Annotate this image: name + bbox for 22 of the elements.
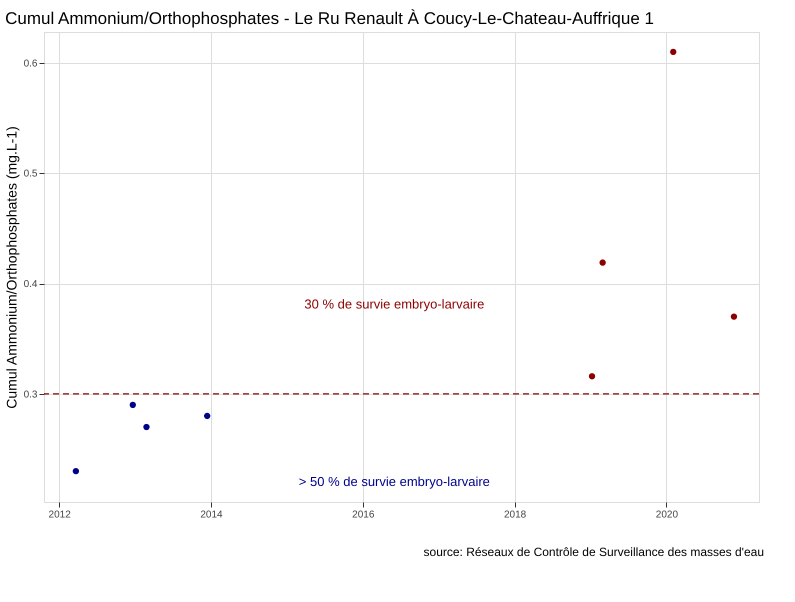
annotation: 30 % de survie embryo-larvaire (304, 296, 484, 312)
point (670, 48, 676, 56)
x-tick-label: 2012 (48, 510, 72, 520)
point (130, 402, 136, 408)
x-tick-label: 2020 (656, 510, 678, 520)
point (599, 259, 606, 266)
point (204, 412, 210, 420)
point (588, 373, 596, 380)
y-axis-title: Cumul Ammonium/Orthophosphates (mg.L-1) (4, 126, 20, 409)
y-tick-label: 0.6 (24, 58, 38, 70)
source-note: source: Réseaux de Contrôle de Surveillance des masses d'eau (424, 545, 764, 559)
point (730, 313, 738, 320)
x-tick-label: 2018 (504, 510, 527, 520)
y-tick-label: 0.4 (24, 279, 38, 290)
x-tick-label: 2014 (200, 510, 224, 520)
point (143, 424, 150, 430)
y-tick-label: 0.3 (24, 389, 38, 400)
chart-title: Cumul Ammonium/Orthophosphates - Le Ru Renault À Coucy-Le-Chateau-Auffrique 1 (5, 9, 654, 28)
annotation: > 50 % de survie embryo-larvaire (298, 474, 490, 489)
y-tick-label: 0.5 (24, 168, 38, 180)
x-tick-label: 2016 (352, 510, 375, 520)
point (72, 468, 80, 474)
